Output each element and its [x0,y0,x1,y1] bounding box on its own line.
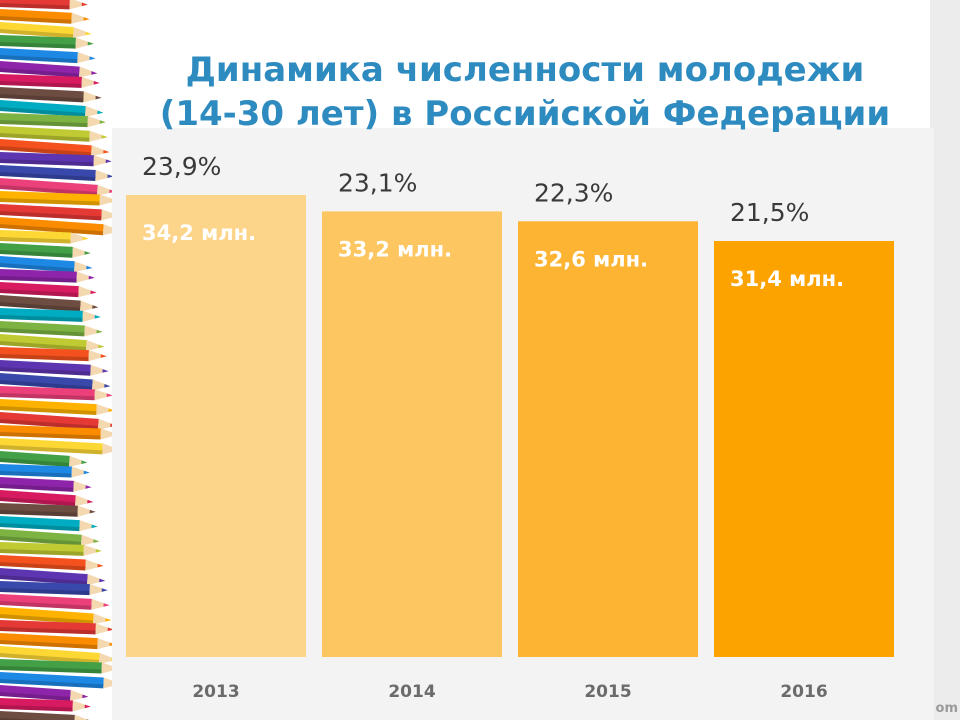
pencils-decoration [0,0,120,720]
percent-label-2014: 23,1% [338,168,417,197]
value-label-2016: 31,4 млн. [730,267,844,291]
x-tick-label-2015: 2015 [584,682,631,702]
value-label-2015: 32,6 млн. [534,247,648,271]
value-label-2014: 33,2 млн. [338,237,452,261]
percent-label-2013: 23,9% [142,152,221,181]
right-strip [930,0,960,720]
bar-2014 [322,211,502,657]
chart-title-line2: (14-30 лет) в Российской Федерации [159,94,891,134]
x-tick-label-2013: 2013 [192,682,239,702]
x-tick-label-2014: 2014 [388,682,435,702]
chart-title-line1: Динамика численности молодежи [185,50,865,90]
percent-label-2015: 22,3% [534,178,613,207]
x-tick-label-2016: 2016 [780,682,827,702]
bar-2015 [518,221,698,658]
bar-2016 [714,241,894,657]
bar-2013 [126,195,306,657]
percent-label-2016: 21,5% [730,198,809,227]
footer-text: om [935,701,958,716]
value-label-2013: 34,2 млн. [142,221,256,245]
